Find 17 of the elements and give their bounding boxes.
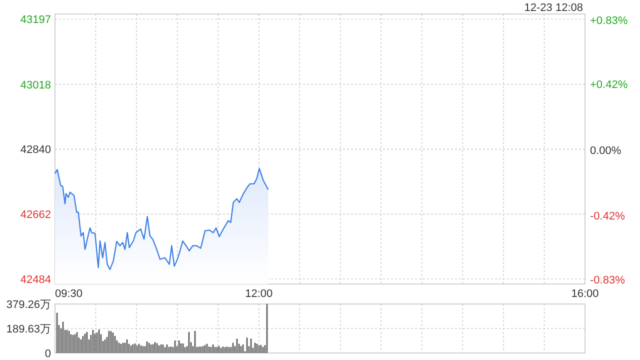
y2-tick-label: -0.42% <box>590 210 626 222</box>
y-tick-label: 42840 <box>20 144 51 156</box>
x-tick-label: 12:00 <box>245 288 273 300</box>
x-tick-label: 16:00 <box>571 288 599 300</box>
y-tick-label: 43018 <box>20 79 51 92</box>
y-tick-label: 379.26万 <box>6 299 51 311</box>
y-tick-label: 43197 <box>20 14 51 26</box>
y2-tick-label: -0.83% <box>590 274 626 286</box>
y2-tick-label: +0.42% <box>590 79 628 92</box>
y2-tick-label: +0.83% <box>590 15 628 28</box>
y-tick-label: 42662 <box>20 209 51 222</box>
y-tick-label: 189.63万 <box>6 324 51 336</box>
x-tick-label: 09:30 <box>55 288 83 300</box>
y-tick-label: 0 <box>44 348 51 360</box>
y2-tick-label: 0.00% <box>590 144 622 157</box>
y-tick-label: 42484 <box>20 274 51 286</box>
chart-subtitle: 12-23 12:08 <box>524 2 583 14</box>
